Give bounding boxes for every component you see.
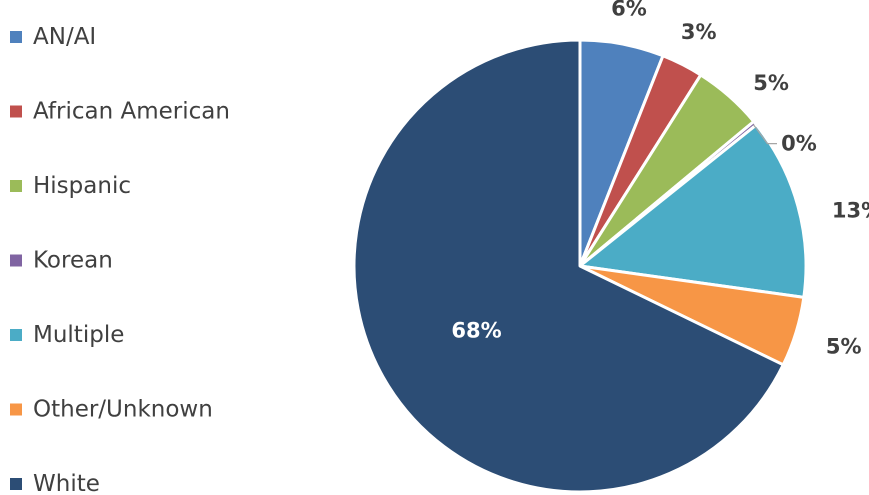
legend-item-african-american: African American [10, 99, 230, 125]
legend-swatch-african-american [10, 105, 22, 118]
legend-item-white: White [10, 471, 100, 495]
legend-item-korean: Korean [10, 248, 113, 274]
leader-lines [752, 124, 777, 145]
legend-label-korean: Korean [33, 248, 113, 274]
data-label-korean: 0% [781, 132, 817, 156]
legend-item-other-unknown: Other/Unknown [10, 397, 213, 423]
legend-item-an-ai: AN/AI [10, 24, 96, 50]
pie-slice-white [352, 38, 785, 494]
data-label-other-unknown: 5% [826, 334, 862, 358]
legend-label-white: White [33, 471, 100, 495]
data-label-white: 68% [451, 319, 501, 343]
legend-label-multiple: Multiple [33, 322, 124, 348]
data-label-an-ai: 6% [611, 0, 647, 21]
legend-label-hispanic: Hispanic [33, 173, 131, 199]
legend-item-multiple: Multiple [10, 322, 124, 348]
legend-swatch-multiple [10, 329, 22, 341]
legend-swatch-korean [10, 254, 22, 267]
legend-swatch-other-unknown [10, 403, 22, 416]
legend-item-hispanic: Hispanic [10, 173, 131, 199]
leader-line-korean [752, 124, 777, 145]
pie-slices [352, 38, 808, 494]
legend-label-an-ai: AN/AI [33, 24, 96, 50]
legend-swatch-an-ai [10, 31, 22, 43]
data-label-multiple: 13% [832, 198, 869, 222]
legend-label-other-unknown: Other/Unknown [33, 397, 213, 423]
data-label-hispanic: 5% [753, 71, 789, 95]
data-label-african-american: 3% [681, 20, 717, 44]
legend-label-african-american: African American [33, 99, 230, 125]
data-labels: 6% 3% 5% 0% 13% 5% 68% [451, 0, 869, 358]
pie-slice-multiple [578, 123, 808, 299]
legend-swatch-white [10, 478, 22, 490]
legend: AN/AI African American Hispanic Korean Multi… [10, 24, 230, 495]
legend-swatch-hispanic [10, 180, 22, 192]
